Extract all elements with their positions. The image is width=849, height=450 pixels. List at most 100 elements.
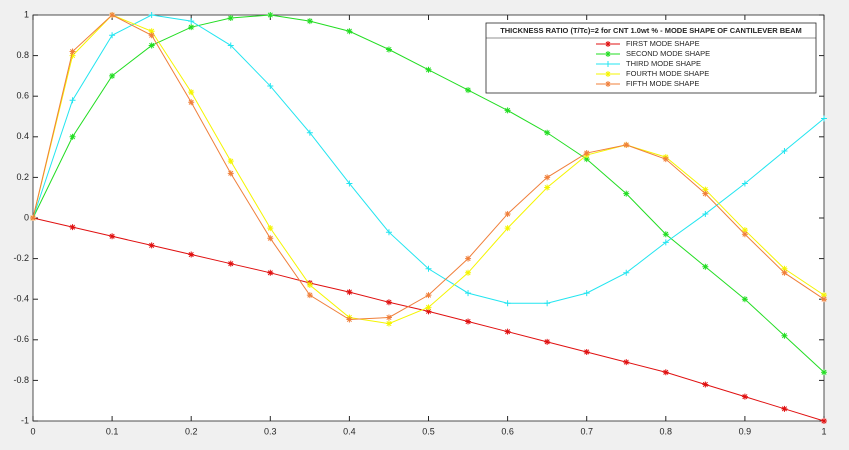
marker <box>821 418 827 424</box>
marker <box>227 15 234 22</box>
legend-label: FIRST MODE SHAPE <box>626 39 700 48</box>
series <box>30 12 827 323</box>
marker <box>465 290 472 297</box>
marker <box>741 393 748 400</box>
x-tick-label: 1 <box>821 426 826 436</box>
marker <box>741 231 748 238</box>
marker <box>188 251 195 258</box>
marker <box>781 265 788 272</box>
marker <box>741 227 748 234</box>
x-tick-label: 0.6 <box>501 426 514 436</box>
marker <box>148 12 155 18</box>
marker <box>385 314 392 321</box>
marker <box>385 229 392 236</box>
y-tick-label: -1 <box>21 415 29 425</box>
marker <box>583 348 590 355</box>
legend-box <box>485 22 817 94</box>
marker <box>504 300 511 307</box>
marker <box>583 290 590 297</box>
marker <box>267 225 274 232</box>
marker <box>267 12 274 18</box>
marker <box>425 308 432 315</box>
marker <box>69 97 76 104</box>
marker <box>504 210 511 217</box>
marker <box>227 170 234 177</box>
y-tick-label: -0.8 <box>13 375 29 385</box>
marker <box>227 158 234 165</box>
marker <box>188 89 195 96</box>
legend-label: SECOND MODE SHAPE <box>626 49 710 58</box>
x-tick-label: 0.5 <box>422 426 435 436</box>
marker <box>109 32 116 39</box>
marker <box>148 32 155 39</box>
marker <box>188 24 195 31</box>
legend-title: THICKNESS RATIO (T/Tc)=2 for CNT 1.0wt %… <box>500 26 802 35</box>
marker <box>544 129 551 136</box>
legend-marker <box>605 71 611 77</box>
marker <box>69 224 76 231</box>
x-tick-label: 0.1 <box>106 426 119 436</box>
x-tick-label: 0.2 <box>185 426 198 436</box>
marker <box>741 296 748 303</box>
marker <box>781 148 788 155</box>
marker <box>465 318 472 325</box>
marker <box>306 18 313 25</box>
marker <box>662 156 669 163</box>
marker <box>583 150 590 157</box>
y-tick-label: 0.2 <box>16 172 29 182</box>
marker <box>109 72 116 79</box>
legend-marker <box>605 81 611 87</box>
marker <box>821 296 827 303</box>
marker <box>504 225 511 232</box>
marker <box>781 269 788 276</box>
marker <box>781 332 788 339</box>
x-tick-label: 0.3 <box>264 426 277 436</box>
marker <box>227 42 234 49</box>
marker <box>465 255 472 262</box>
marker <box>306 292 313 299</box>
marker <box>821 292 827 299</box>
marker <box>465 87 472 94</box>
marker <box>544 184 551 191</box>
marker <box>385 320 392 327</box>
marker <box>741 180 748 187</box>
marker <box>781 405 788 412</box>
marker <box>188 99 195 106</box>
y-tick-label: -0.6 <box>13 334 29 344</box>
y-tick-label: 1 <box>24 9 29 19</box>
legend-marker <box>605 41 611 47</box>
y-tick-label: -0.4 <box>13 294 29 304</box>
marker <box>188 18 195 25</box>
x-tick-label: 0.7 <box>580 426 593 436</box>
marker <box>425 304 432 311</box>
marker <box>69 52 76 59</box>
marker <box>109 12 116 18</box>
marker <box>306 281 313 288</box>
marker <box>821 115 827 122</box>
marker <box>623 141 630 148</box>
legend-marker <box>605 61 611 67</box>
y-tick-label: 0.6 <box>16 91 29 101</box>
marker <box>267 235 274 242</box>
marker <box>425 265 432 272</box>
marker <box>385 46 392 53</box>
marker <box>504 328 511 335</box>
series <box>30 12 827 307</box>
marker <box>702 263 709 270</box>
marker <box>702 210 709 217</box>
x-tick-label: 0.4 <box>343 426 356 436</box>
x-tick-label: 0.9 <box>739 426 752 436</box>
marker <box>623 359 630 366</box>
marker <box>544 300 551 307</box>
marker <box>385 299 392 306</box>
marker <box>821 369 827 376</box>
legend-label: FOURTH MODE SHAPE <box>626 69 709 78</box>
marker <box>346 180 353 187</box>
y-tick-label: 0.8 <box>16 50 29 60</box>
marker <box>623 269 630 276</box>
y-tick-label: 0.4 <box>16 131 29 141</box>
marker <box>346 28 353 35</box>
legend-marker <box>605 51 611 57</box>
